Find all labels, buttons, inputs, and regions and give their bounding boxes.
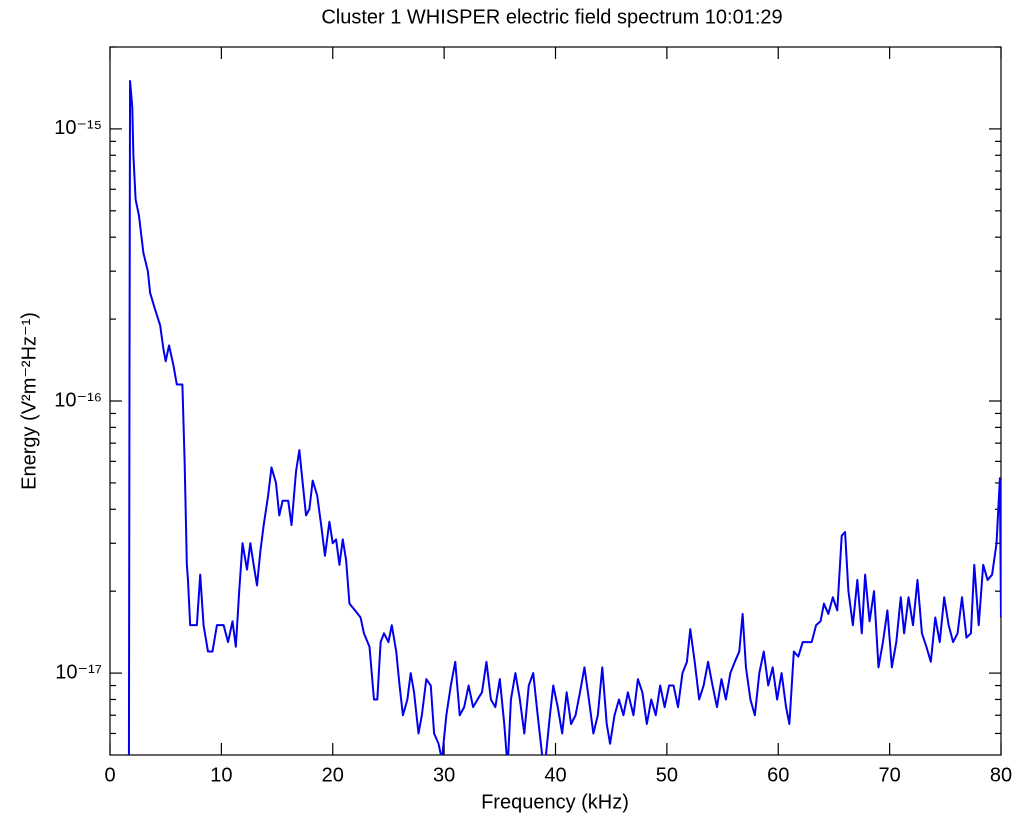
x-tick-label: 60 bbox=[767, 764, 789, 786]
x-tick-label: 20 bbox=[322, 764, 344, 786]
x-tick-label: 50 bbox=[656, 764, 678, 786]
plot-frame bbox=[109, 46, 1002, 756]
y-tick-label: 10⁻¹⁵ bbox=[54, 117, 102, 139]
x-tick-label: 40 bbox=[544, 764, 566, 786]
y-tick-label: 10⁻¹⁷ bbox=[55, 661, 102, 683]
x-tick-label: 80 bbox=[990, 764, 1012, 786]
spectrum-line bbox=[127, 79, 1001, 755]
y-tick-label: 10⁻¹⁶ bbox=[54, 389, 102, 411]
x-tick-label: 30 bbox=[433, 764, 455, 786]
y-axis-label: Energy (V²m⁻²Hz⁻¹) bbox=[18, 312, 40, 490]
x-tick-label: 0 bbox=[104, 764, 115, 786]
x-tick-label: 10 bbox=[210, 764, 232, 786]
chart-title: Cluster 1 WHISPER electric field spectru… bbox=[321, 6, 782, 28]
x-tick-label: 70 bbox=[879, 764, 901, 786]
x-axis-label: Frequency (kHz) bbox=[481, 791, 629, 813]
